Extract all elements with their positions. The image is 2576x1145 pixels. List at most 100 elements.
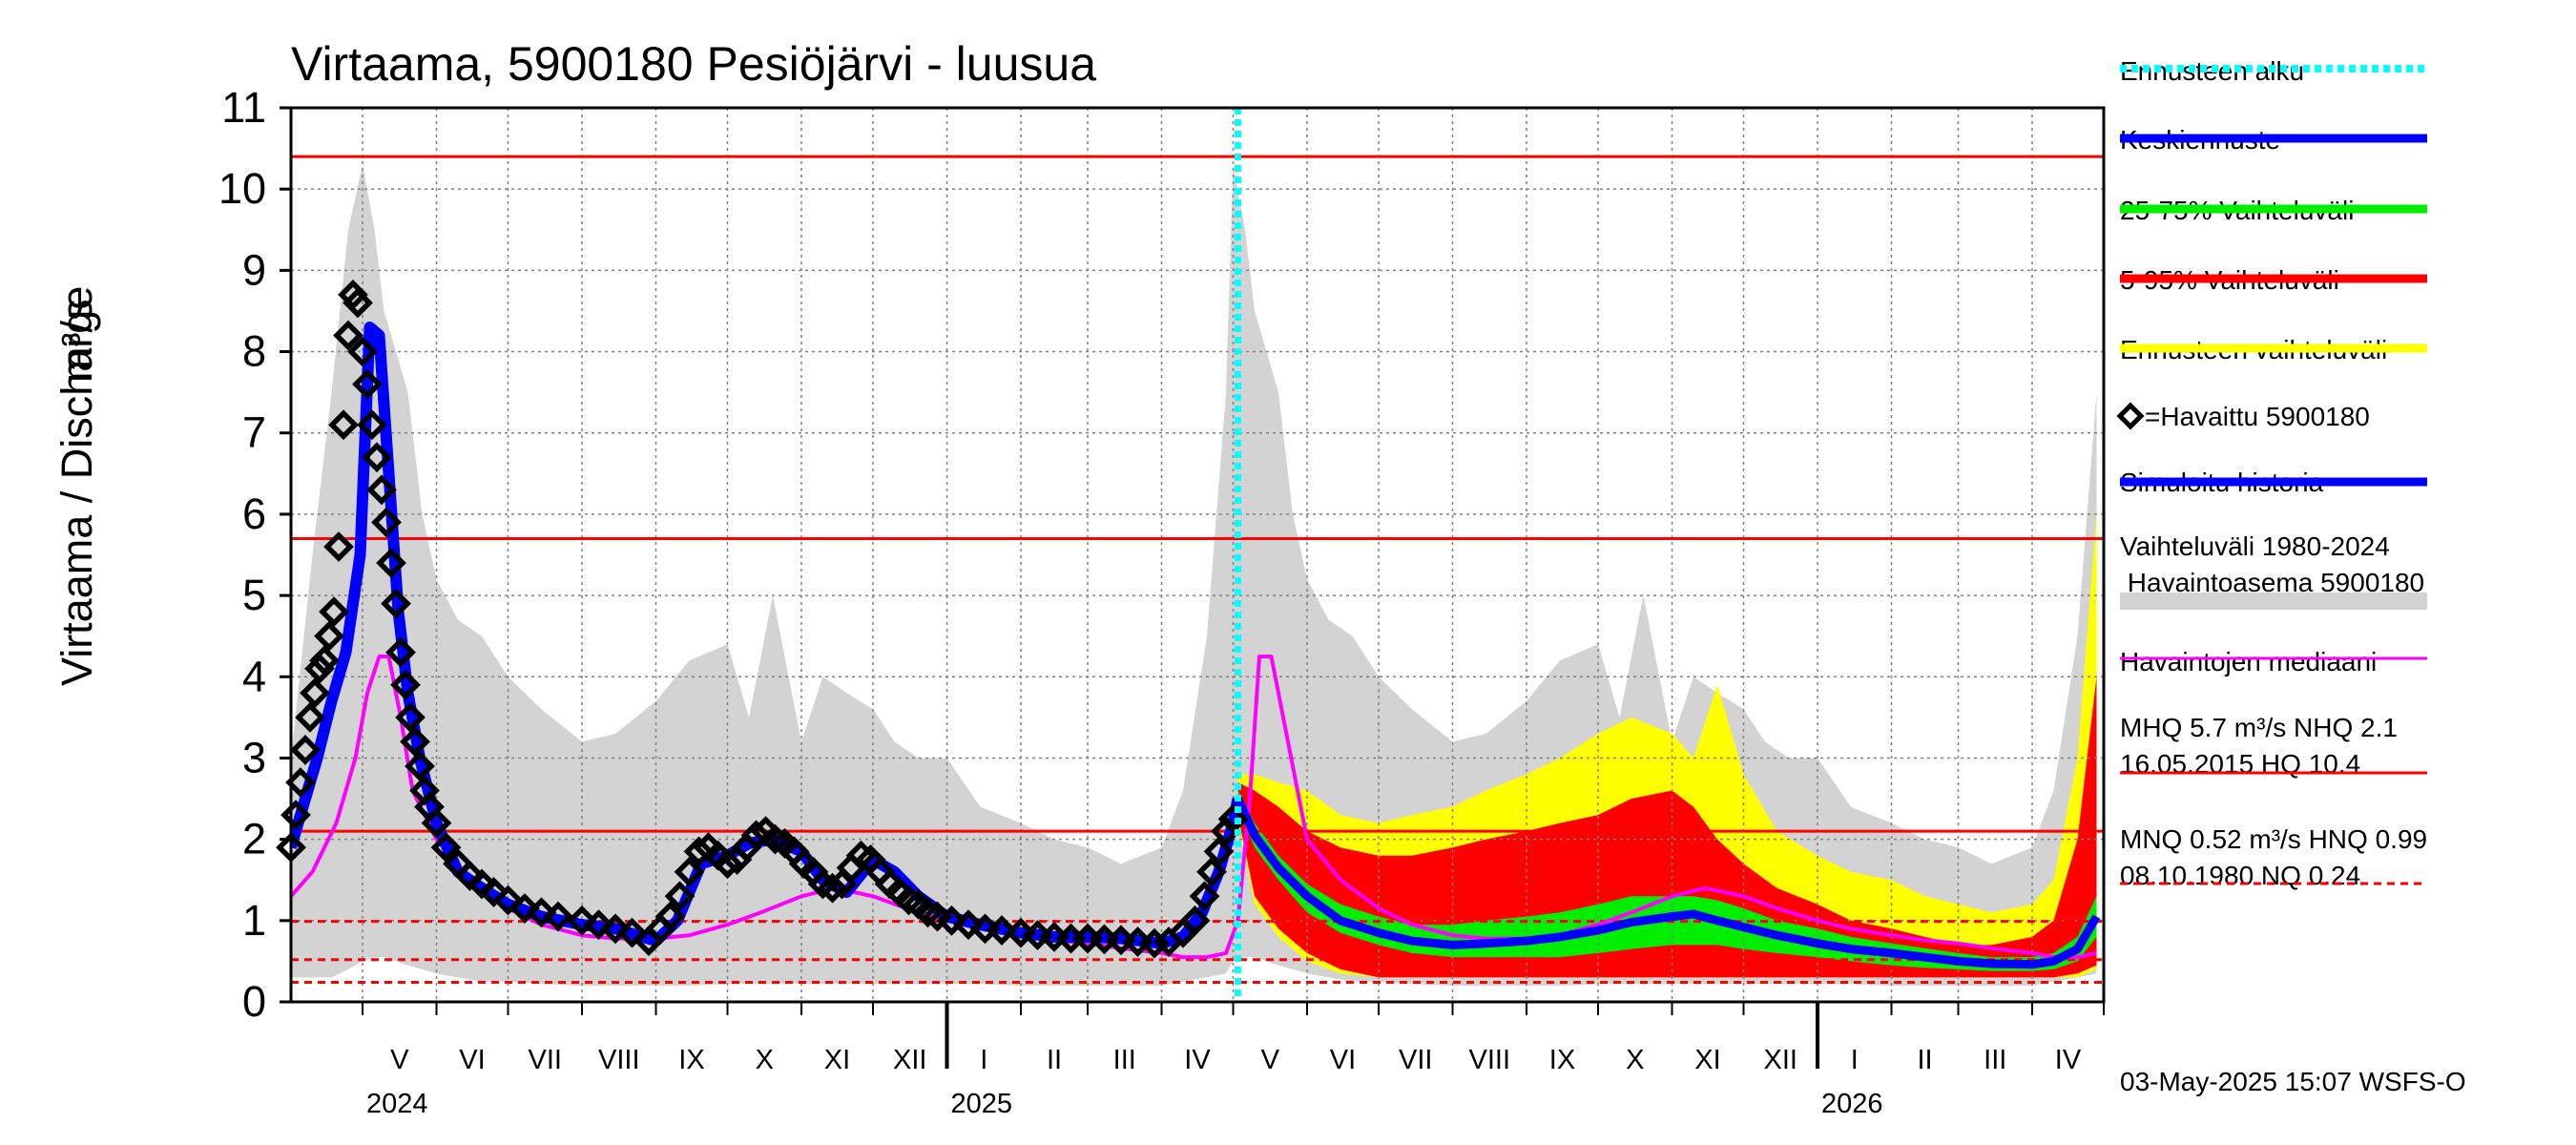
- x-year-label: 2026: [1821, 1089, 1883, 1119]
- x-month-label: IV: [2055, 1045, 2082, 1075]
- legend-label-line2: 08.10.1980 NQ 0.24: [2120, 861, 2360, 890]
- observed-point: [405, 751, 435, 781]
- observed-point: [400, 726, 430, 758]
- y-tick-label: 9: [242, 245, 266, 294]
- y-tick-label: 7: [242, 408, 266, 457]
- observed-point: [454, 861, 486, 891]
- observed-point: [987, 915, 1017, 946]
- plot-frame: [289, 106, 2106, 1004]
- x-month-label: VIII: [598, 1045, 640, 1075]
- observed-point: [347, 336, 378, 367]
- x-month-label: X: [1626, 1045, 1644, 1075]
- y-tick-label: 10: [218, 164, 266, 213]
- observed-point: [492, 885, 524, 916]
- observed-point: [323, 531, 354, 562]
- observed-point: [421, 807, 452, 839]
- observed-point: [817, 872, 848, 904]
- x-month-label: XI: [824, 1045, 850, 1075]
- observed-point: [430, 832, 462, 864]
- observed-point: [600, 913, 631, 945]
- observed-point: [1189, 881, 1220, 912]
- observed-point: [1203, 836, 1235, 867]
- band-2: [1237, 677, 2097, 978]
- x-month-label: XII: [1764, 1045, 1797, 1075]
- observed-point: [395, 701, 426, 733]
- observed-point: [362, 442, 392, 473]
- observed-point: [526, 897, 557, 928]
- observed-point: [509, 893, 540, 924]
- observed-point: [543, 901, 573, 932]
- x-month-label: I: [980, 1045, 987, 1075]
- y-axis-label: Virtaama / Discharge: [52, 286, 101, 686]
- legend-label: MNQ 0.52 m³/s HNQ 0.99: [2120, 824, 2427, 854]
- x-month-label: II: [1047, 1045, 1062, 1075]
- mean-forecast-line: [1234, 797, 2101, 969]
- observed-point: [1006, 917, 1036, 948]
- legend: Ennusteen alkuKeskiennuste25-75% Vaihtel…: [2116, 56, 2427, 890]
- band-3: [1237, 790, 2097, 971]
- observed-point: [674, 856, 705, 887]
- observed-point: [295, 701, 325, 733]
- y-tick-label: 5: [242, 571, 266, 619]
- observed-point: [371, 507, 402, 538]
- observed-point: [1179, 905, 1211, 936]
- legend-label: MHQ 5.7 m³/s NHQ 2.1: [2120, 713, 2398, 742]
- observed-point: [385, 636, 416, 668]
- x-month-label: XII: [893, 1045, 926, 1075]
- plot-area: [276, 108, 2104, 1002]
- observed-point: [567, 905, 597, 936]
- observed-point: [478, 877, 509, 907]
- observed-point: [319, 596, 349, 628]
- x-year-label: 2024: [366, 1089, 428, 1119]
- chart-title: Virtaama, 5900180 Pesiöjärvi - luusua: [291, 37, 1096, 91]
- observed-point: [333, 320, 364, 351]
- observed-point: [953, 909, 984, 940]
- observed-point: [376, 548, 406, 578]
- x-month-label: IX: [1549, 1045, 1575, 1075]
- y-tick-label: 2: [242, 815, 266, 864]
- y-tick-label: 6: [242, 489, 266, 538]
- observed-point: [740, 820, 772, 851]
- observed-point: [328, 409, 359, 441]
- observed-point: [712, 848, 743, 880]
- legend-label: Vaihteluväli 1980-2024: [2120, 531, 2390, 561]
- observed-point: [357, 409, 387, 441]
- y-tick-label: 8: [242, 327, 266, 376]
- x-year-label: 2025: [951, 1089, 1013, 1119]
- x-month-label: VII: [529, 1045, 562, 1075]
- y-tick-label: 0: [242, 977, 266, 1026]
- legend-diamond-icon: [2116, 402, 2145, 430]
- y-tick-label: 4: [242, 652, 266, 700]
- x-month-label: VII: [1399, 1045, 1432, 1075]
- x-month-label: V: [1261, 1045, 1280, 1075]
- y-axis-unit: m³/s: [52, 300, 101, 383]
- observed-point: [304, 653, 335, 684]
- observed-point: [300, 677, 330, 709]
- x-month-label: III: [1984, 1045, 2006, 1075]
- x-month-label: III: [1113, 1045, 1136, 1075]
- observed-point: [390, 669, 421, 700]
- x-month-label: V: [390, 1045, 409, 1075]
- observed-point: [683, 836, 715, 867]
- observed-point: [381, 588, 411, 619]
- x-month-label: IX: [678, 1045, 704, 1075]
- observed-point: [309, 645, 340, 677]
- x-month-label: II: [1917, 1045, 1932, 1075]
- observed-point: [654, 901, 686, 932]
- y-tick-label: 11: [221, 83, 266, 132]
- observed-point: [285, 767, 316, 798]
- observed-point: [290, 735, 321, 765]
- observed-point: [366, 474, 397, 506]
- observed-point: [936, 905, 967, 936]
- y-tick-label: 3: [242, 733, 266, 781]
- x-month-label: VI: [1330, 1045, 1356, 1075]
- observed-point: [467, 868, 497, 900]
- y-tick-label: 1: [242, 896, 266, 945]
- x-month-label: X: [756, 1045, 774, 1075]
- timestamp-footer: 03-May-2025 15:07 WSFS-O: [2120, 1067, 2466, 1096]
- x-month-label: IV: [1184, 1045, 1211, 1075]
- legend-label-line2: Havaintoasema 5900180: [2120, 568, 2424, 597]
- observed-point: [314, 620, 344, 652]
- observed-point: [664, 881, 696, 912]
